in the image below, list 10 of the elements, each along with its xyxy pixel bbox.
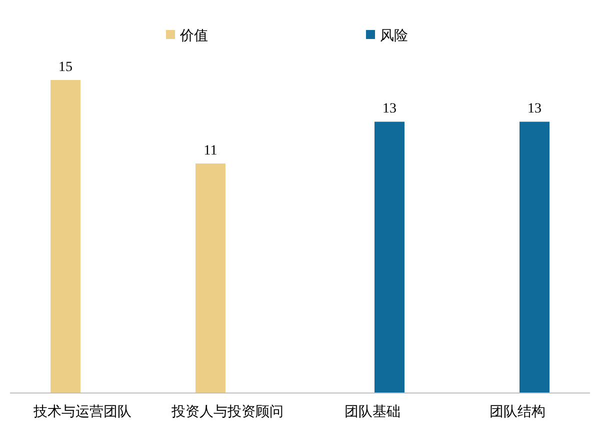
data-label: 13 xyxy=(528,102,542,117)
data-label: 13 xyxy=(382,102,396,117)
legend-label: 价值 xyxy=(179,28,208,44)
data-label: 11 xyxy=(204,143,218,158)
x-tick-label: 团队基础 xyxy=(344,404,400,420)
x-tick-label: 团队结构 xyxy=(490,404,546,420)
legend-label: 风险 xyxy=(380,28,408,44)
data-label: 15 xyxy=(58,60,72,75)
x-tick-label: 投资人与投资顾问 xyxy=(170,404,284,420)
x-tick-label: 技术与运营团队 xyxy=(32,404,132,420)
